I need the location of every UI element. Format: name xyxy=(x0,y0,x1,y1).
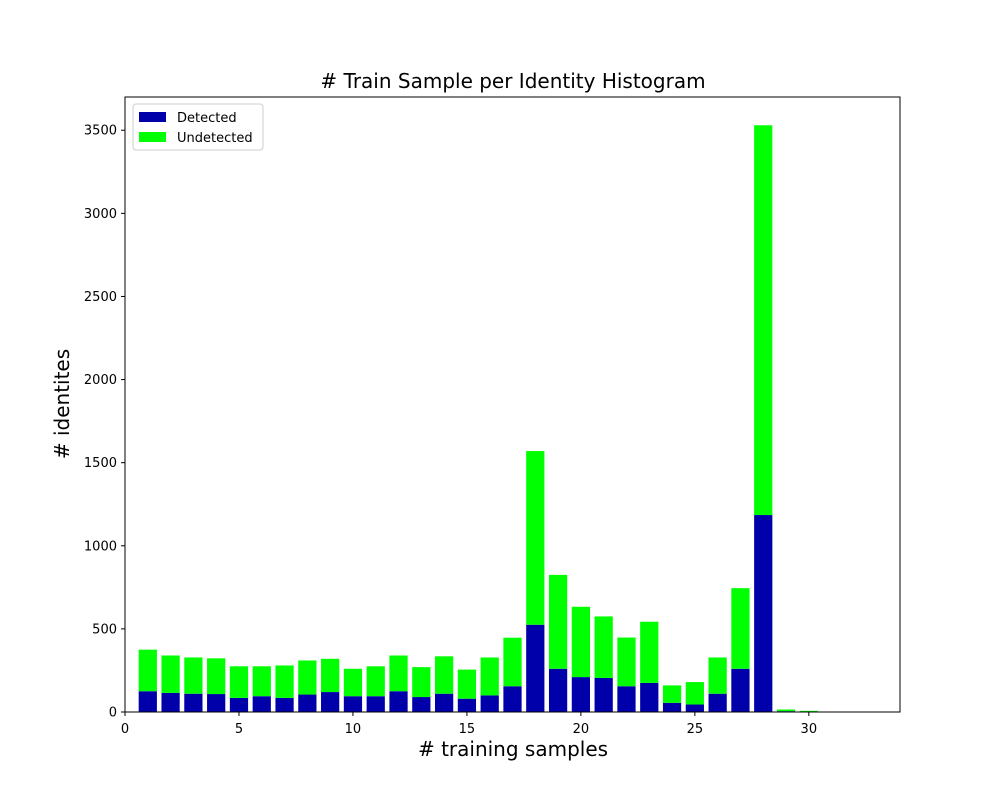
y-tick-label: 2000 xyxy=(84,373,117,388)
bar-undetected-30 xyxy=(799,710,818,712)
bar-undetected-29 xyxy=(776,709,796,712)
bar-detected-4 xyxy=(207,694,226,712)
bar-detected-7 xyxy=(275,697,294,712)
legend: Detected Undetected xyxy=(132,103,264,151)
bar-detected-1 xyxy=(138,691,157,712)
bar-detected-26 xyxy=(708,693,727,712)
x-axis: 0 5 10 15 20 25 30 xyxy=(121,712,817,737)
bar-undetected-25 xyxy=(685,682,704,705)
bar-detected-24 xyxy=(662,702,682,712)
bar-detected-16 xyxy=(480,695,499,712)
bar-undetected-27 xyxy=(731,588,750,669)
bar-detected-2 xyxy=(161,692,180,712)
bar-detected-15 xyxy=(457,698,477,712)
y-axis-label: # identites xyxy=(50,349,74,459)
x-tick-label: 20 xyxy=(573,722,590,737)
bar-undetected-15 xyxy=(457,669,477,699)
x-tick-label: 0 xyxy=(121,722,129,737)
bar-detected-10 xyxy=(343,696,363,712)
bar-detected-27 xyxy=(731,668,750,712)
y-tick-label: 500 xyxy=(92,622,117,637)
y-axis: 0 500 1000 1500 2000 2500 3000 3500 xyxy=(84,124,125,721)
y-tick-label: 3000 xyxy=(84,207,117,222)
y-tick-label: 2500 xyxy=(84,290,117,305)
bar-detected-13 xyxy=(412,697,431,712)
bar-detected-5 xyxy=(229,697,249,712)
bar-undetected-5 xyxy=(229,666,249,698)
bar-undetected-8 xyxy=(298,660,317,695)
bar-detected-19 xyxy=(548,668,568,712)
bar-undetected-10 xyxy=(343,668,363,697)
bar-detected-14 xyxy=(435,693,454,712)
bar-detected-9 xyxy=(321,692,340,712)
bar-undetected-2 xyxy=(161,655,180,693)
bar-undetected-24 xyxy=(662,685,682,703)
bar-detected-18 xyxy=(526,624,545,712)
bar-undetected-22 xyxy=(617,637,636,687)
plot-frame xyxy=(124,96,901,713)
x-tick-label: 25 xyxy=(687,722,704,737)
y-tick-label: 1500 xyxy=(84,456,117,471)
legend-label-undetected: Undetected xyxy=(177,131,253,146)
bar-undetected-4 xyxy=(207,658,226,695)
bar-undetected-20 xyxy=(571,606,590,678)
bar-detected-12 xyxy=(389,691,408,712)
x-tick-label: 15 xyxy=(459,722,476,737)
y-tick-label: 0 xyxy=(109,706,117,721)
bar-undetected-11 xyxy=(366,666,385,697)
bar-detected-21 xyxy=(594,677,613,712)
legend-swatch-undetected xyxy=(139,132,166,142)
bar-undetected-28 xyxy=(754,125,773,516)
bar-undetected-6 xyxy=(252,666,271,697)
bar-detected-17 xyxy=(503,686,522,712)
bar-detected-28 xyxy=(754,515,773,712)
bars xyxy=(138,125,818,712)
bar-undetected-1 xyxy=(138,649,157,692)
y-tick-label: 3500 xyxy=(84,124,117,139)
bar-undetected-9 xyxy=(321,658,340,693)
bar-detected-3 xyxy=(184,693,203,712)
y-tick-label: 1000 xyxy=(84,539,117,554)
x-tick-label: 30 xyxy=(801,722,818,737)
legend-label-detected: Detected xyxy=(177,111,237,126)
bar-undetected-26 xyxy=(708,657,727,694)
bar-undetected-14 xyxy=(435,656,454,694)
bar-detected-8 xyxy=(298,694,317,712)
bar-undetected-19 xyxy=(548,574,568,669)
bar-undetected-3 xyxy=(184,657,203,694)
bar-undetected-21 xyxy=(594,616,613,678)
bar-undetected-18 xyxy=(526,451,545,625)
x-tick-label: 5 xyxy=(235,722,243,737)
bar-undetected-12 xyxy=(389,655,408,692)
bar-detected-25 xyxy=(685,704,704,712)
bar-detected-23 xyxy=(640,682,659,712)
bar-undetected-7 xyxy=(275,665,294,698)
chart-title: # Train Sample per Identity Histogram xyxy=(320,69,705,93)
bar-undetected-23 xyxy=(640,621,659,683)
bar-detected-11 xyxy=(366,696,385,712)
x-axis-label: # training samples xyxy=(418,737,608,761)
x-tick-label: 10 xyxy=(345,722,362,737)
bar-undetected-16 xyxy=(480,657,499,696)
bar-undetected-13 xyxy=(412,667,431,698)
bar-detected-22 xyxy=(617,686,636,712)
legend-swatch-detected xyxy=(139,112,166,122)
bar-detected-20 xyxy=(571,677,590,712)
bar-detected-6 xyxy=(252,696,271,712)
bar-undetected-17 xyxy=(503,637,522,687)
